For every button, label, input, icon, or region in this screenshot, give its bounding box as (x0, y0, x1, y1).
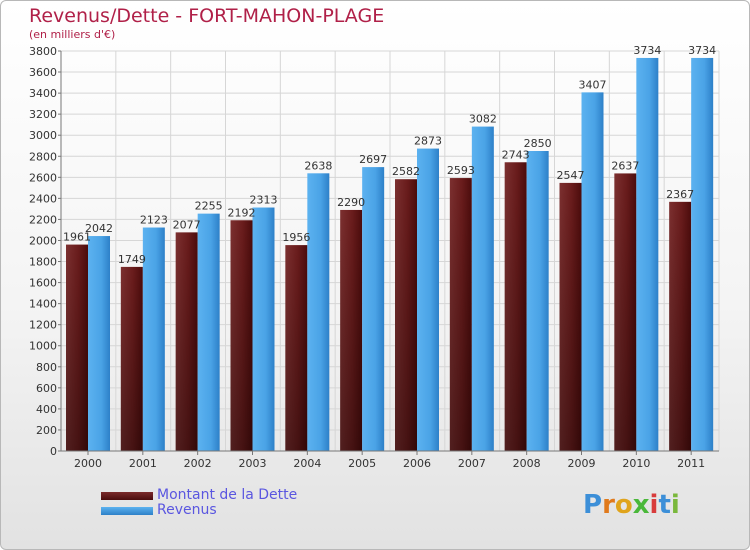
x-tick-label: 2004 (293, 457, 321, 470)
y-tick-label: 2600 (29, 171, 57, 184)
y-tick-label: 1200 (29, 319, 57, 332)
data-label-revenus: 2255 (195, 200, 223, 213)
bar-debt-shade (669, 201, 692, 451)
y-tick-label: 2800 (29, 150, 57, 163)
data-label-debt: 2547 (557, 169, 585, 182)
bar-revenus (691, 57, 714, 452)
data-label-revenus: 2042 (85, 222, 113, 235)
bar-debt-shade (614, 173, 637, 451)
bar-debt-shade (230, 220, 253, 451)
bar-revenus (526, 151, 549, 451)
y-tick-label: 0 (50, 445, 57, 458)
bar-debt-shade (559, 182, 582, 452)
x-tick-label: 2000 (74, 457, 102, 470)
y-tick-label: 3000 (29, 129, 57, 142)
data-label-revenus: 3407 (579, 78, 607, 91)
bar-revenus (252, 207, 275, 451)
logo-letter: r (602, 490, 615, 520)
data-label-revenus: 2123 (140, 214, 168, 227)
bar-revenus (417, 148, 439, 451)
x-tick-label: 2001 (129, 457, 157, 470)
bar-revenus (581, 92, 604, 452)
data-label-revenus: 2873 (414, 135, 442, 148)
y-tick-label: 1800 (29, 256, 57, 269)
x-tick-label: 2006 (403, 457, 431, 470)
bar-revenus (307, 173, 330, 451)
x-tick-label: 2008 (513, 457, 541, 470)
legend-swatch-debt (101, 492, 153, 500)
y-tick-label: 200 (36, 424, 57, 437)
x-tick-label: 2011 (677, 457, 705, 470)
logo-letter: o (614, 490, 633, 520)
data-label-revenus: 2638 (304, 159, 332, 172)
chart-title: Revenus/Dette - FORT-MAHON-PLAGE (29, 5, 385, 27)
logo-letter: P (583, 490, 603, 520)
bar-revenus (636, 57, 659, 452)
data-label-debt: 2582 (392, 165, 420, 178)
y-tick-label: 1600 (29, 277, 57, 290)
y-tick-label: 3600 (29, 66, 57, 79)
y-tick-label: 600 (36, 382, 57, 395)
legend-label-debt: Montant de la Dette (157, 487, 298, 503)
bar-revenus (142, 227, 165, 451)
y-tick-label: 400 (36, 403, 57, 416)
y-tick-label: 2400 (29, 192, 57, 205)
x-tick-label: 2010 (622, 457, 650, 470)
data-label-revenus: 3082 (469, 113, 497, 126)
y-tick-label: 2000 (29, 234, 57, 247)
bar-debt-shade (285, 245, 308, 451)
data-label-revenus: 2697 (359, 153, 387, 166)
y-tick-label: 2200 (29, 213, 57, 226)
proxiti-logo: Proxiti (583, 490, 680, 520)
bar-revenus (88, 236, 110, 451)
x-tick-label: 2003 (239, 457, 267, 470)
x-tick-label: 2007 (458, 457, 486, 470)
data-label-revenus: 3734 (633, 44, 661, 57)
data-label-debt: 1961 (63, 231, 91, 244)
y-tick-label: 800 (36, 361, 57, 374)
logo-letter: t (658, 490, 671, 520)
data-label-debt: 2290 (337, 196, 365, 209)
bar-debt-shade (395, 179, 417, 452)
data-label-debt: 2367 (666, 188, 694, 201)
y-tick-label: 3400 (29, 87, 57, 100)
bar-revenus (197, 213, 220, 451)
data-label-debt: 1956 (282, 231, 310, 244)
y-tick-label: 3800 (29, 45, 57, 58)
data-label-revenus: 2313 (250, 194, 278, 207)
data-label-debt: 1749 (118, 253, 146, 266)
x-tick-label: 2002 (184, 457, 212, 470)
x-tick-label: 2009 (568, 457, 596, 470)
y-tick-label: 3200 (29, 108, 57, 121)
logo-letter: i (670, 490, 680, 520)
bar-debt-shade (504, 162, 527, 451)
data-label-debt: 2077 (173, 218, 201, 231)
bar-revenus (362, 167, 385, 451)
bar-debt-shade (120, 266, 143, 451)
data-label-debt: 2192 (228, 206, 256, 219)
legend-label-revenus: Revenus (157, 502, 217, 518)
data-label-revenus: 2850 (524, 137, 552, 150)
bar-debt-shade (340, 209, 363, 451)
chart-subtitle: (en milliers d'€) (29, 28, 116, 41)
bar-debt-shade (175, 232, 198, 451)
bar-debt-shade (66, 244, 88, 451)
logo-letter: x (632, 490, 650, 520)
data-label-debt: 2593 (447, 164, 475, 177)
logo-letter: i (649, 490, 659, 520)
bar-debt-shade (449, 178, 472, 452)
y-tick-label: 1000 (29, 340, 57, 353)
bar-revenus (471, 126, 494, 451)
data-label-debt: 2637 (611, 159, 639, 172)
data-label-debt: 2743 (502, 148, 530, 161)
legend-swatch-revenus (101, 507, 153, 515)
data-label-revenus: 3734 (688, 44, 716, 57)
x-tick-label: 2005 (348, 457, 376, 470)
y-tick-label: 1400 (29, 298, 57, 311)
